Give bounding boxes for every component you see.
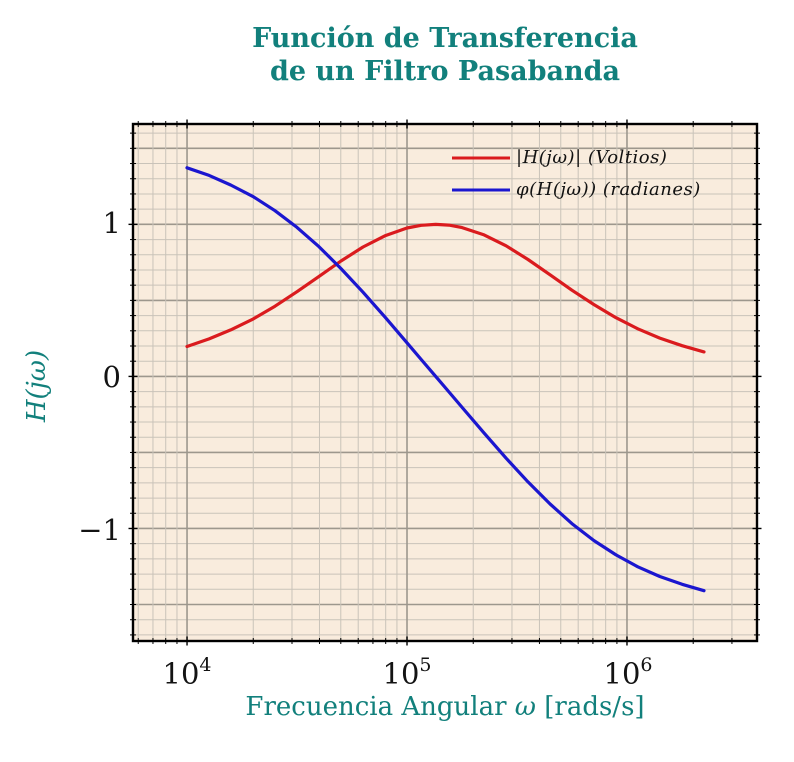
x-axis-label-units: [rads/s] [535, 692, 645, 722]
chart-title: Función de Transferencia de un Filtro Pa… [133, 22, 757, 88]
legend-entry-magnitude: |H(jω)| (Voltios) [516, 147, 668, 168]
x-tick-exponent: 4 [199, 654, 212, 676]
x-axis-label: Frecuencia Angular ω [rads/s] [133, 692, 757, 722]
x-tick-label-1e5: 105 [362, 650, 452, 691]
y-tick-label-minus1: −1 [78, 513, 121, 547]
series-line-blue [185, 166, 706, 593]
y-axis-label: H(jω) [22, 349, 52, 423]
x-tick-base: 10 [162, 656, 200, 691]
x-tick-exponent: 6 [640, 654, 653, 676]
axis-border [131, 122, 759, 643]
chart-title-line1: Función de Transferencia [252, 23, 638, 54]
x-tick-exponent: 5 [419, 654, 432, 676]
y-tick-label-0: 0 [102, 360, 121, 394]
series-line-red [185, 222, 706, 354]
plot-background [133, 124, 757, 641]
x-tick-base: 10 [603, 656, 641, 691]
x-tick-label-1e4: 104 [142, 650, 232, 691]
x-tick-base: 10 [382, 656, 420, 691]
x-axis-label-text: Frecuencia Angular [245, 692, 515, 722]
omega-symbol: ω [514, 692, 536, 722]
legend-entry-phase: φ(H(jω)) (radianes) [516, 179, 701, 200]
chart-title-line2: de un Filtro Pasabanda [269, 56, 621, 87]
x-tick-label-1e6: 106 [583, 650, 673, 691]
y-tick-label-1: 1 [102, 206, 121, 240]
